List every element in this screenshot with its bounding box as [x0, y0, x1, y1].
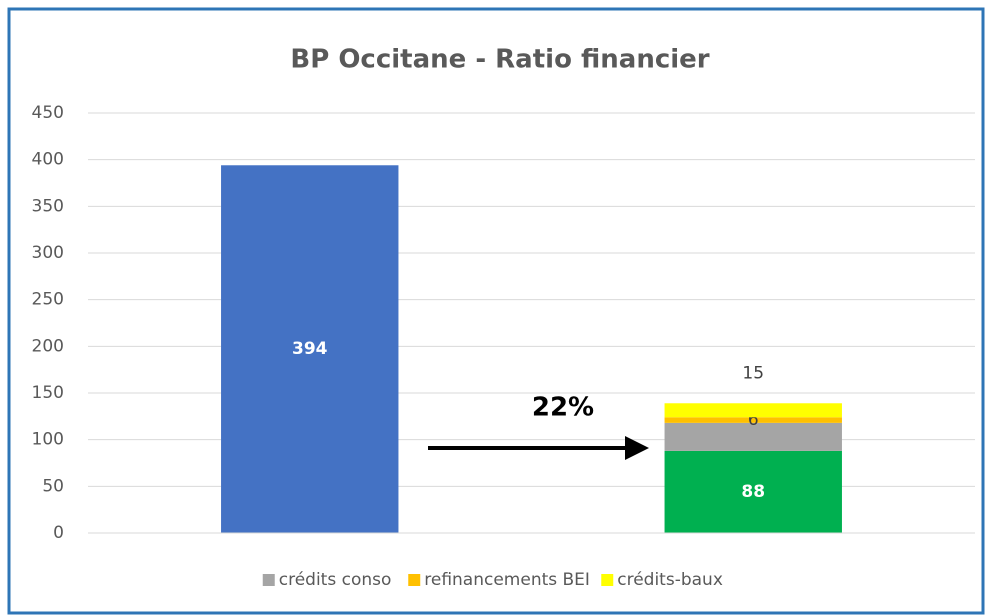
- bar-segment: [664, 450, 842, 533]
- data-label: 6: [748, 410, 759, 430]
- legend-label: refinancements BEI: [424, 570, 590, 590]
- y-tick-label: 450: [32, 103, 64, 123]
- bar-segment: [664, 417, 842, 423]
- y-tick-label: 100: [32, 430, 64, 450]
- y-tick-label: 150: [32, 383, 64, 403]
- y-tick-label: 250: [32, 290, 64, 310]
- bar-segment: [664, 403, 842, 418]
- data-label: 15: [742, 363, 764, 383]
- y-tick-label: 50: [42, 476, 64, 496]
- y-tick-label: 300: [32, 243, 64, 263]
- annotation: 22%: [532, 393, 594, 423]
- legend-swatch: [601, 574, 614, 586]
- legend-label: crédits conso: [279, 570, 392, 590]
- y-tick-label: 0: [53, 523, 64, 543]
- legend-swatch: [262, 574, 275, 586]
- data-label: 88: [741, 482, 765, 502]
- bar-segment: [221, 165, 399, 533]
- legend-label: crédits-baux: [617, 570, 723, 590]
- chart-title: BP Occitane - Ratio financier: [290, 45, 709, 75]
- legend-swatch: [408, 574, 421, 586]
- bar-segment: [664, 422, 842, 451]
- y-tick-label: 200: [32, 336, 64, 356]
- data-label: 394: [292, 339, 328, 359]
- y-tick-label: 400: [32, 150, 64, 170]
- y-tick-label: 350: [32, 196, 64, 216]
